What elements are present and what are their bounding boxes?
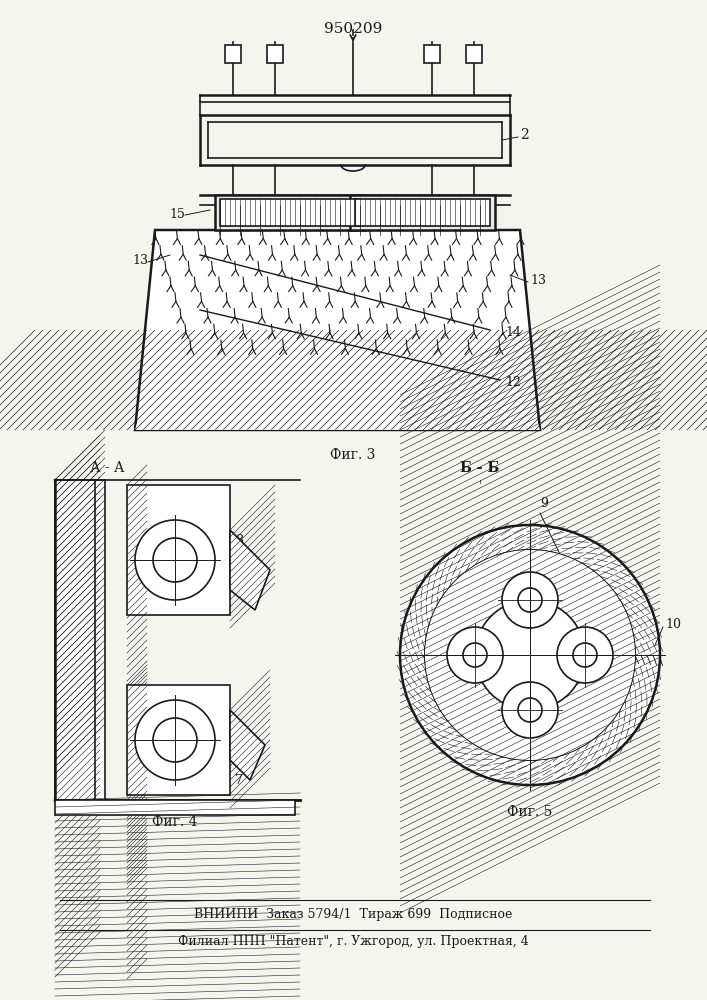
Circle shape [573,643,597,667]
Text: Фиг. 5: Фиг. 5 [508,805,553,819]
Text: 2: 2 [520,128,529,142]
Text: 8: 8 [235,534,243,546]
Text: 13: 13 [132,253,148,266]
Text: Фиг. 3: Фиг. 3 [330,448,375,462]
Circle shape [518,588,542,612]
Bar [127,485,230,615]
Circle shape [425,550,635,760]
Text: Б - Б: Б - Б [460,461,500,475]
Text: ВНИИПИ  Заказ 5794/1  Тираж 699  Подписное: ВНИИПИ Заказ 5794/1 Тираж 699 Подписное [194,908,512,921]
Polygon shape [135,230,540,430]
Polygon shape [230,710,265,780]
Circle shape [135,700,215,780]
Bar [55,480,105,800]
Text: 14: 14 [505,326,521,340]
Circle shape [153,718,197,762]
Bar [55,800,295,815]
Circle shape [463,643,487,667]
Text: Филиал ППП "Патент", г. Ужгород, ул. Проектная, 4: Филиал ППП "Патент", г. Ужгород, ул. Про… [177,935,528,948]
Circle shape [135,520,215,600]
Circle shape [557,627,613,683]
Circle shape [447,627,503,683]
Wedge shape [425,550,635,760]
Bar [55,480,95,800]
Circle shape [425,550,635,760]
Bar [220,199,360,226]
Text: 12: 12 [505,375,521,388]
Text: 9: 9 [540,497,548,510]
Text: Фиг. 4: Фиг. 4 [152,815,198,829]
Bar [355,199,490,226]
Text: 10: 10 [665,618,681,632]
Bar [215,195,365,230]
Polygon shape [135,360,540,430]
Circle shape [518,698,542,722]
Circle shape [400,525,660,785]
Circle shape [153,538,197,582]
Text: 13: 13 [530,273,546,286]
Text: 15: 15 [169,209,185,222]
Polygon shape [230,530,270,610]
Text: 7: 7 [235,774,243,786]
Bar [466,45,482,63]
Circle shape [502,572,558,628]
Circle shape [502,682,558,738]
Text: 950209: 950209 [324,22,382,36]
Bar [127,685,230,795]
Bar [424,45,440,63]
Circle shape [475,600,585,710]
Bar [225,45,241,63]
Bar [350,195,495,230]
Bar [267,45,283,63]
Text: А - А: А - А [90,461,124,475]
